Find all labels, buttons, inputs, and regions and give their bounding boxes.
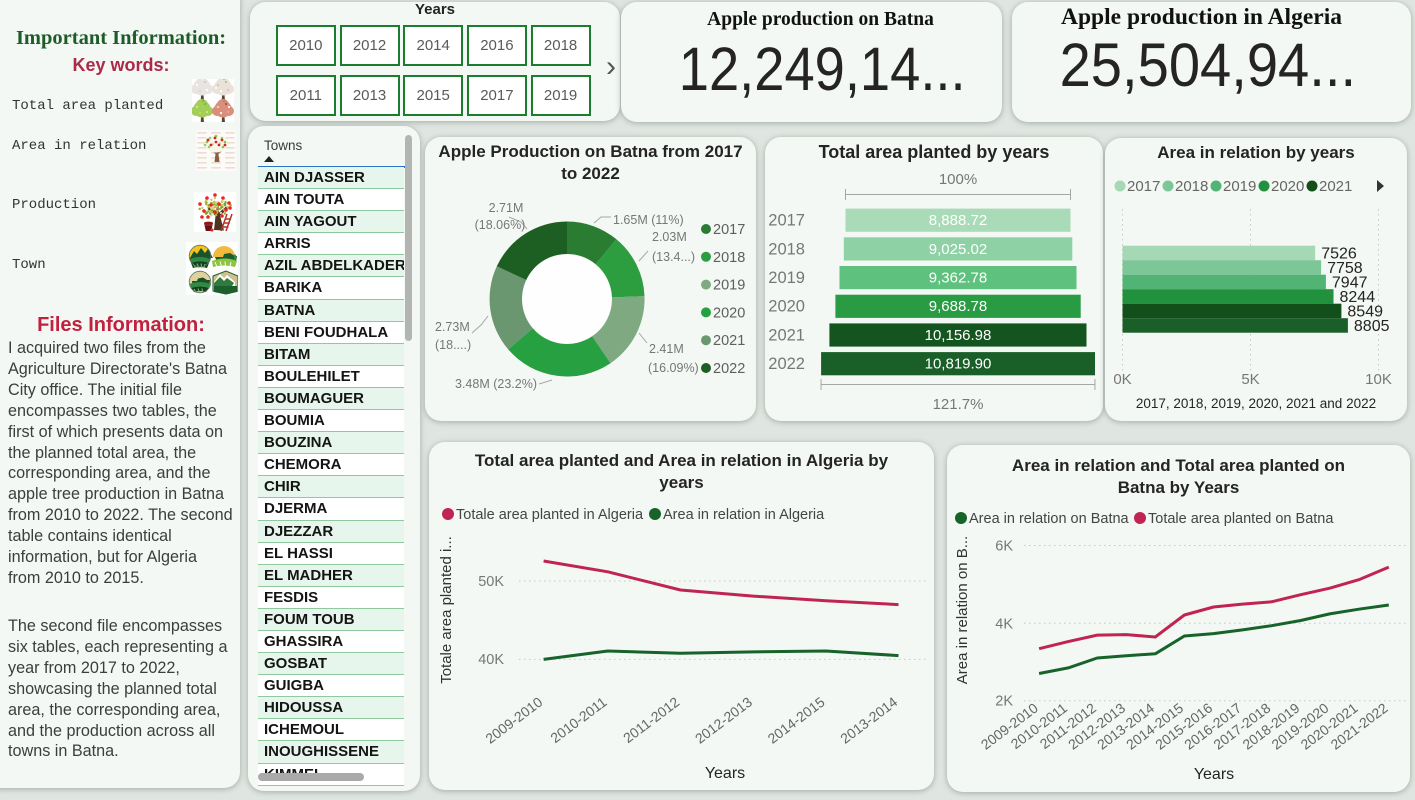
svg-text:2021: 2021: [1319, 178, 1352, 195]
svg-text:Area in relation on Batna: Area in relation on Batna: [969, 511, 1130, 527]
svg-text:8549: 8549: [1347, 304, 1383, 321]
svg-text:Years: Years: [1194, 766, 1234, 783]
svg-text:2017: 2017: [1127, 178, 1160, 195]
svg-text:2018: 2018: [768, 240, 805, 258]
svg-text:10K: 10K: [1365, 371, 1392, 388]
svg-text:1.65M (11%): 1.65M (11%): [613, 213, 684, 227]
svg-text:2020: 2020: [1271, 178, 1304, 195]
svg-text:2020: 2020: [713, 305, 745, 321]
svg-text:10,819.90: 10,819.90: [925, 356, 992, 373]
svg-text:(13.4...): (13.4...): [652, 250, 695, 264]
svg-text:8244: 8244: [1340, 289, 1376, 306]
svg-text:5K: 5K: [1241, 371, 1259, 388]
svg-text:7947: 7947: [1332, 275, 1368, 292]
svg-text:Area in relation on B...: Area in relation on B...: [954, 536, 971, 684]
svg-text:2019: 2019: [1223, 178, 1256, 195]
svg-text:2013-2014: 2013-2014: [837, 693, 900, 746]
svg-text:2.71M: 2.71M: [489, 201, 524, 215]
svg-text:8805: 8805: [1354, 318, 1390, 335]
svg-text:Totale area planted in Algeria: Totale area planted in Algeria: [456, 507, 644, 523]
svg-text:Totale area planted i...: Totale area planted i...: [438, 536, 455, 684]
svg-text:8,888.72: 8,888.72: [929, 212, 987, 229]
svg-text:9,025.02: 9,025.02: [929, 241, 987, 258]
svg-text:2018: 2018: [1175, 178, 1208, 195]
svg-text:2.03M: 2.03M: [652, 230, 687, 244]
svg-text:2018: 2018: [713, 250, 745, 266]
svg-text:2009-2010: 2009-2010: [482, 693, 545, 746]
svg-text:2017: 2017: [713, 222, 745, 238]
svg-text:3.48M (23.2%): 3.48M (23.2%): [455, 377, 537, 391]
svg-text:2.73M: 2.73M: [435, 320, 470, 334]
svg-text:2020: 2020: [768, 298, 805, 316]
svg-text:9,688.78: 9,688.78: [929, 298, 987, 315]
svg-text:100%: 100%: [939, 171, 977, 188]
svg-text:40K: 40K: [478, 652, 504, 668]
svg-text:2019: 2019: [768, 269, 805, 287]
svg-text:7526: 7526: [1321, 246, 1357, 263]
svg-text:10,156.98: 10,156.98: [925, 327, 992, 344]
svg-text:2012-2013: 2012-2013: [692, 693, 755, 746]
svg-text:(16.09%): (16.09%): [648, 361, 699, 375]
svg-text:2010-2011: 2010-2011: [547, 693, 609, 746]
svg-text:50K: 50K: [478, 574, 504, 590]
svg-text:2022: 2022: [768, 355, 805, 373]
svg-text:0K: 0K: [1113, 371, 1131, 388]
svg-text:2011-2012: 2011-2012: [620, 693, 682, 746]
svg-text:2.41M: 2.41M: [649, 342, 684, 356]
svg-text:121.7%: 121.7%: [933, 396, 984, 413]
svg-text:Years: Years: [705, 765, 745, 782]
svg-text:(18.06%): (18.06%): [475, 218, 526, 232]
svg-text:2014-2015: 2014-2015: [765, 693, 828, 746]
svg-text:9,362.78: 9,362.78: [929, 270, 987, 287]
svg-text:2021: 2021: [768, 326, 805, 344]
svg-text:4K: 4K: [995, 616, 1013, 632]
svg-text:2022: 2022: [713, 361, 745, 377]
svg-text:Totale area planted on Batna: Totale area planted on Batna: [1148, 511, 1334, 527]
svg-text:(18....): (18....): [435, 338, 471, 352]
svg-text:6K: 6K: [995, 539, 1013, 555]
svg-text:2017: 2017: [768, 212, 805, 230]
svg-text:2017, 2018, 2019, 2020, 2021 a: 2017, 2018, 2019, 2020, 2021 and 2022: [1136, 396, 1376, 411]
svg-text:2019: 2019: [713, 278, 745, 294]
svg-text:2021: 2021: [713, 333, 745, 349]
svg-text:2K: 2K: [995, 694, 1013, 710]
svg-text:Area in relation in Algeria: Area in relation in Algeria: [663, 507, 825, 523]
svg-text:7758: 7758: [1327, 260, 1363, 277]
